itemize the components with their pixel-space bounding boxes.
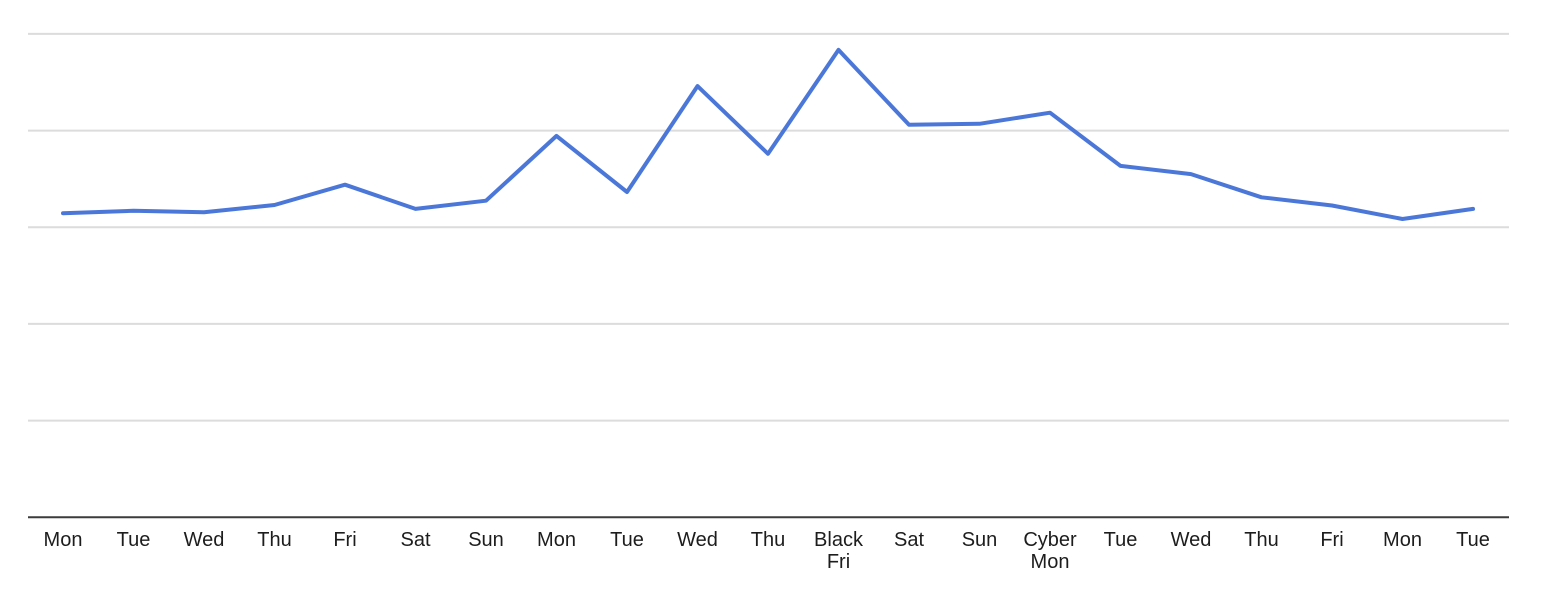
x-axis-label: Thu: [257, 529, 291, 551]
x-axis-label: Mon: [1383, 529, 1422, 551]
x-axis-label: Fri: [333, 529, 356, 551]
x-axis-label: Wed: [1171, 529, 1212, 551]
x-axis-label: Mon: [537, 529, 576, 551]
x-axis-label: Tue: [117, 529, 151, 551]
x-axis-label: Sat: [894, 529, 924, 551]
x-axis-label: Tue: [610, 529, 644, 551]
x-axis-labels: Mon Tue Wed Thu Fri Sat Sun Mon Tue Wed Thu Black Fr…: [44, 529, 1490, 573]
x-axis-label: Mon: [44, 529, 83, 551]
x-axis-label: Wed: [677, 529, 718, 551]
x-axis-label: Thu: [751, 529, 785, 551]
x-axis-label: Sat: [400, 529, 430, 551]
x-axis-label: Tue: [1104, 529, 1138, 551]
x-axis-label: Wed: [184, 529, 225, 551]
x-axis-label: Tue: [1456, 529, 1490, 551]
x-axis-label: Black Fri: [814, 529, 864, 573]
x-axis-label: Sun: [468, 529, 504, 551]
x-axis-label: Sun: [962, 529, 998, 551]
gridlines: [28, 32, 1509, 422]
x-axis-label: Thu: [1244, 529, 1278, 551]
x-axis-label: Fri: [1320, 529, 1343, 551]
x-axis-label: Cyber Mon: [1023, 529, 1077, 573]
trend-line[interactable]: [61, 47, 1475, 221]
